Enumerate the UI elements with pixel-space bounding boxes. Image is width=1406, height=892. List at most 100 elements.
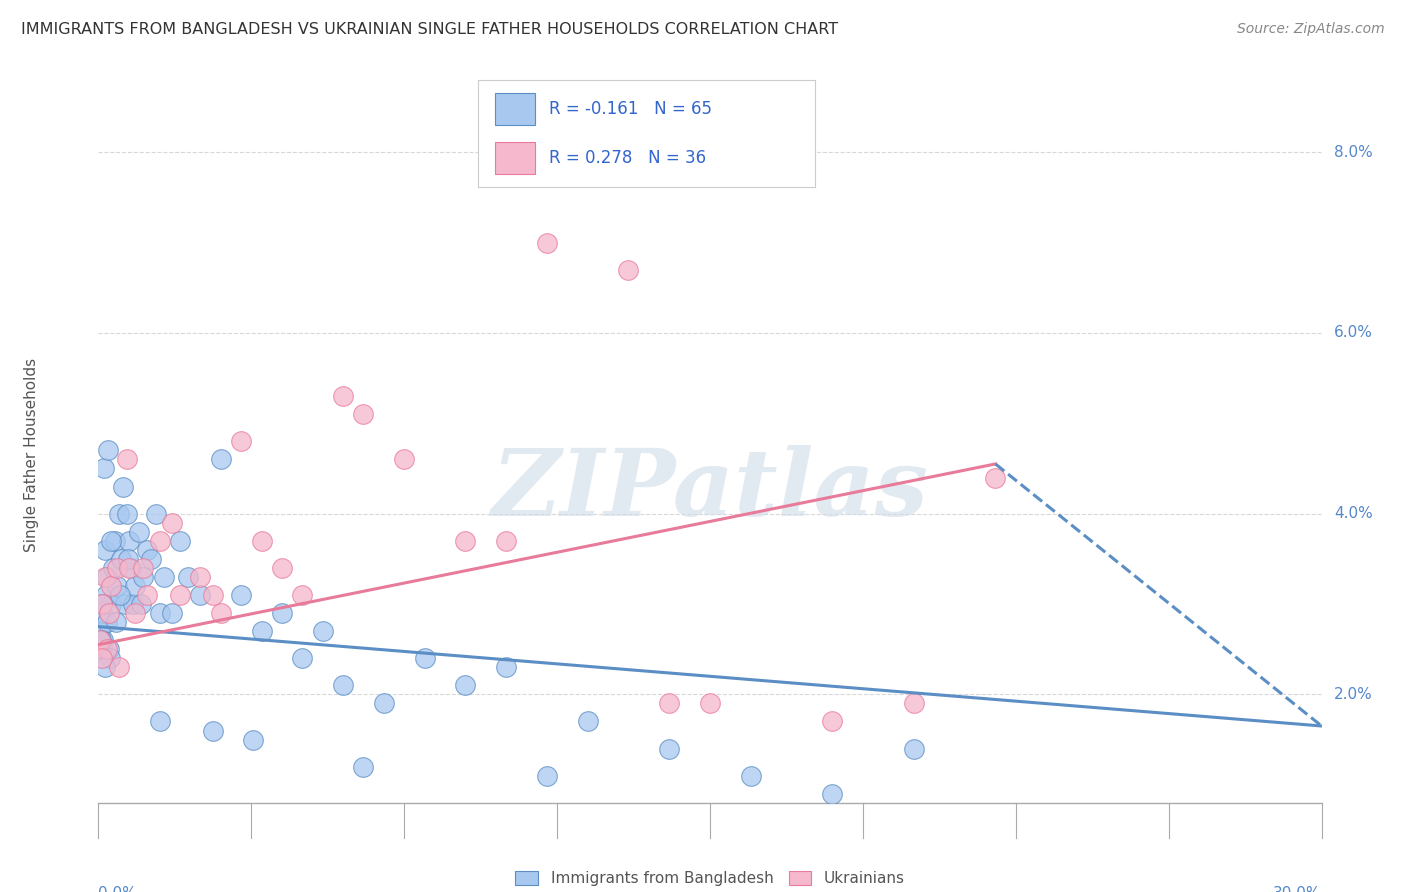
FancyBboxPatch shape xyxy=(495,93,536,125)
Point xyxy=(132,570,155,584)
Point xyxy=(91,633,114,648)
Point xyxy=(91,597,114,611)
Text: 2.0%: 2.0% xyxy=(1334,687,1372,702)
Point xyxy=(454,678,477,692)
Point xyxy=(120,561,142,575)
Text: 0.0%: 0.0% xyxy=(98,887,138,892)
Point xyxy=(89,624,111,639)
Point xyxy=(149,606,172,620)
Point xyxy=(100,597,122,611)
Point xyxy=(413,651,436,665)
Point xyxy=(118,561,141,575)
Point xyxy=(536,235,558,250)
Point xyxy=(105,579,128,593)
Point xyxy=(291,588,314,602)
Point xyxy=(242,732,264,747)
Point xyxy=(209,452,232,467)
Point xyxy=(97,642,120,657)
Point xyxy=(118,533,141,548)
Text: ZIPatlas: ZIPatlas xyxy=(492,445,928,534)
Point xyxy=(141,551,163,566)
Point xyxy=(658,697,681,711)
Point xyxy=(110,551,132,566)
Point xyxy=(104,533,127,548)
Point xyxy=(115,507,138,521)
Point xyxy=(114,597,136,611)
Point xyxy=(124,579,146,593)
Text: 30.0%: 30.0% xyxy=(1274,887,1322,892)
Point xyxy=(90,633,112,648)
Point xyxy=(201,723,224,738)
Point xyxy=(149,533,172,548)
Point xyxy=(101,561,124,575)
Point xyxy=(984,470,1007,484)
Point xyxy=(821,787,844,801)
Point xyxy=(91,606,114,620)
Point xyxy=(108,507,131,521)
Point xyxy=(495,533,517,548)
Point xyxy=(96,570,118,584)
Point xyxy=(188,570,212,584)
Point xyxy=(454,533,477,548)
Point xyxy=(250,533,273,548)
Point xyxy=(352,407,374,421)
Point xyxy=(209,606,232,620)
Point xyxy=(93,570,115,584)
Point xyxy=(122,597,145,611)
Point xyxy=(740,769,762,783)
Point xyxy=(152,570,174,584)
Point xyxy=(98,651,121,665)
Text: R = 0.278   N = 36: R = 0.278 N = 36 xyxy=(548,150,706,168)
Point xyxy=(100,579,122,593)
Point xyxy=(105,561,128,575)
Point xyxy=(312,624,335,639)
FancyBboxPatch shape xyxy=(495,143,536,175)
Point xyxy=(270,561,294,575)
Point xyxy=(96,642,118,657)
Point xyxy=(104,615,127,629)
Point xyxy=(90,651,112,665)
Point xyxy=(129,597,152,611)
Point xyxy=(169,533,191,548)
Text: R = -0.161   N = 65: R = -0.161 N = 65 xyxy=(548,100,711,118)
Point xyxy=(89,633,111,648)
Point xyxy=(160,516,183,530)
Point xyxy=(188,588,212,602)
Point xyxy=(132,561,155,575)
Point xyxy=(94,588,117,602)
Point xyxy=(93,542,115,557)
Point xyxy=(91,597,114,611)
Point xyxy=(94,660,117,674)
Point xyxy=(136,588,159,602)
Point xyxy=(617,262,640,277)
Point xyxy=(576,714,599,729)
Point xyxy=(352,759,374,773)
Point xyxy=(169,588,191,602)
Legend: Immigrants from Bangladesh, Ukrainians: Immigrants from Bangladesh, Ukrainians xyxy=(509,865,911,892)
Point xyxy=(149,714,172,729)
Text: 8.0%: 8.0% xyxy=(1334,145,1372,160)
Point xyxy=(332,389,354,403)
Point xyxy=(115,452,138,467)
Point xyxy=(124,606,146,620)
Text: Single Father Households: Single Father Households xyxy=(24,358,38,552)
Point xyxy=(270,606,294,620)
Point xyxy=(97,443,120,458)
Point xyxy=(90,642,112,657)
Point xyxy=(392,452,416,467)
Point xyxy=(250,624,273,639)
Point xyxy=(332,678,354,692)
Text: 4.0%: 4.0% xyxy=(1334,506,1372,521)
Text: IMMIGRANTS FROM BANGLADESH VS UKRAINIAN SINGLE FATHER HOUSEHOLDS CORRELATION CHA: IMMIGRANTS FROM BANGLADESH VS UKRAINIAN … xyxy=(21,22,838,37)
Point xyxy=(231,588,253,602)
Point xyxy=(903,697,925,711)
Point xyxy=(201,588,224,602)
Point xyxy=(136,542,159,557)
Point xyxy=(97,606,120,620)
Point xyxy=(821,714,844,729)
Point xyxy=(128,524,150,539)
Point xyxy=(108,588,131,602)
Text: Source: ZipAtlas.com: Source: ZipAtlas.com xyxy=(1237,22,1385,37)
Point xyxy=(699,697,721,711)
Point xyxy=(373,697,395,711)
